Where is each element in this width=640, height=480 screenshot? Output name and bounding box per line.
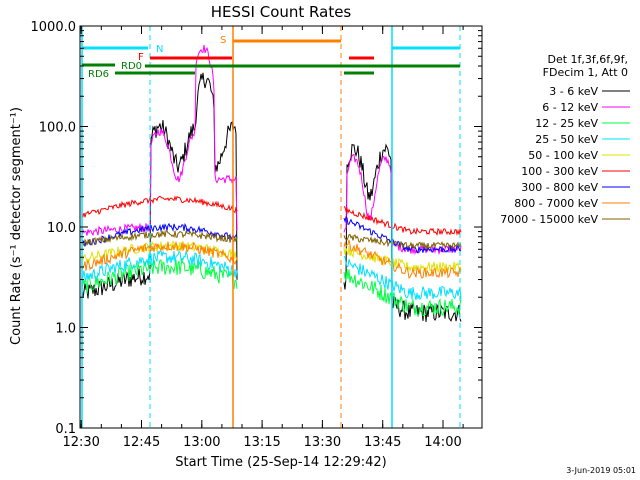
series-line <box>81 257 462 317</box>
flag-label: S <box>220 35 226 46</box>
legend-entry: 25 - 50 keV <box>535 133 598 146</box>
flag-label: N <box>156 44 163 55</box>
legend-entry: 7000 - 15000 keV <box>500 213 598 226</box>
legend-entry: 800 - 7000 keV <box>514 197 598 210</box>
x-tick-label: 14:00 <box>424 435 461 450</box>
chart-title: HESSI Count Rates <box>211 3 352 21</box>
footer-date: 3-Jun-2019 05:01 <box>566 466 636 475</box>
series-line <box>81 72 462 322</box>
series-lines <box>81 44 462 322</box>
legend-entry: 12 - 25 keV <box>535 117 598 130</box>
legend-entry: 3 - 6 keV <box>549 85 598 98</box>
flag-bars: N F S RD0 RD6 <box>81 26 461 428</box>
y-tick-label: 1.0 <box>55 322 76 337</box>
y-tick-label: 1000.0 <box>31 20 77 35</box>
legend-header: FDecim 1, Att 0 <box>543 66 628 79</box>
y-tick-label: 0.1 <box>55 422 76 437</box>
series-line <box>81 216 462 254</box>
series-line <box>81 240 462 273</box>
y-tick-label: 10.0 <box>47 221 76 236</box>
x-tick-label: 12:30 <box>62 435 99 450</box>
legend: Det 1f,3f,6f,9f,FDecim 1, Att 0 3 - 6 keV… <box>500 53 630 226</box>
y-tick-label: 100.0 <box>39 121 76 136</box>
series-line <box>81 44 462 256</box>
legend-header: Det 1f,3f,6f,9f, <box>547 53 628 66</box>
legend-entry: 300 - 800 keV <box>521 181 598 194</box>
flag-label: RD0 <box>121 61 142 72</box>
series-line <box>81 230 462 251</box>
x-axis-label: Start Time (25-Sep-14 12:29:42) <box>175 455 386 470</box>
series-line <box>81 195 462 236</box>
flag-label: F <box>138 52 144 63</box>
x-tick-label: 12:45 <box>123 435 160 450</box>
y-axis-label: Count Rate (s⁻¹ detector segment⁻¹) <box>9 107 24 345</box>
series-line <box>81 239 462 279</box>
series-line <box>81 250 462 301</box>
x-tick-label: 13:00 <box>183 435 220 450</box>
x-tick-label: 13:15 <box>243 435 280 450</box>
axes: 1000.0 100.0 10.0 1.0 0.112:30 12:45 13:00 13:1… <box>31 20 483 450</box>
x-tick-label: 13:30 <box>304 435 341 450</box>
legend-entry: 50 - 100 keV <box>528 149 598 162</box>
legend-entry: 6 - 12 keV <box>542 101 598 114</box>
legend-entry: 100 - 300 keV <box>521 165 598 178</box>
flag-label: RD6 <box>88 69 109 80</box>
x-tick-label: 13:45 <box>364 435 401 450</box>
